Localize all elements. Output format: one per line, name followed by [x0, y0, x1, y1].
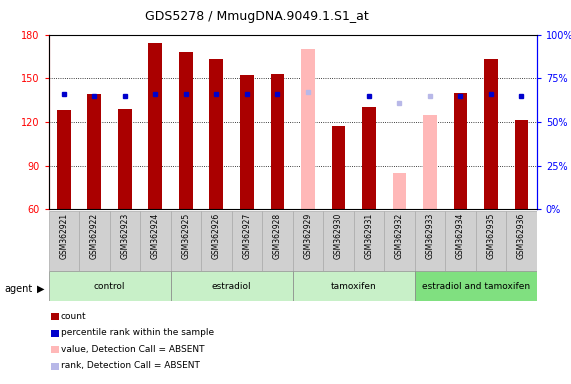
- Bar: [201, 211, 232, 271]
- Bar: [292, 211, 323, 271]
- Text: control: control: [94, 281, 125, 291]
- Text: value, Detection Call = ABSENT: value, Detection Call = ABSENT: [61, 345, 204, 354]
- Bar: [506, 211, 537, 271]
- Text: GSM362935: GSM362935: [486, 213, 496, 259]
- Bar: [171, 211, 201, 271]
- Text: GSM362925: GSM362925: [182, 213, 190, 259]
- Bar: [179, 52, 192, 209]
- Bar: [171, 271, 292, 301]
- Text: tamoxifen: tamoxifen: [331, 281, 376, 291]
- Text: rank, Detection Call = ABSENT: rank, Detection Call = ABSENT: [61, 361, 199, 371]
- Bar: [232, 211, 262, 271]
- Text: GSM362933: GSM362933: [425, 213, 435, 259]
- Bar: [87, 94, 101, 209]
- Text: GSM362932: GSM362932: [395, 213, 404, 259]
- Bar: [453, 93, 467, 209]
- Text: GSM362930: GSM362930: [334, 213, 343, 259]
- Bar: [148, 43, 162, 209]
- Text: GSM362936: GSM362936: [517, 213, 526, 259]
- Text: GSM362922: GSM362922: [90, 213, 99, 259]
- Bar: [484, 59, 498, 209]
- Text: estradiol and tamoxifen: estradiol and tamoxifen: [421, 281, 530, 291]
- Text: ▶: ▶: [37, 284, 45, 294]
- Text: agent: agent: [5, 284, 33, 294]
- Bar: [210, 59, 223, 209]
- Bar: [301, 49, 315, 209]
- Bar: [415, 271, 537, 301]
- Bar: [140, 211, 171, 271]
- Bar: [476, 211, 506, 271]
- Text: GSM362921: GSM362921: [59, 213, 69, 259]
- Bar: [353, 211, 384, 271]
- Text: GSM362934: GSM362934: [456, 213, 465, 259]
- Bar: [271, 74, 284, 209]
- Bar: [323, 211, 353, 271]
- Text: estradiol: estradiol: [212, 281, 251, 291]
- Text: GSM362931: GSM362931: [364, 213, 373, 259]
- Bar: [514, 121, 528, 209]
- Text: GSM362926: GSM362926: [212, 213, 221, 259]
- Text: GSM362927: GSM362927: [242, 213, 251, 259]
- Bar: [423, 115, 437, 209]
- Bar: [49, 211, 79, 271]
- Bar: [384, 211, 415, 271]
- Bar: [262, 211, 292, 271]
- Text: percentile rank within the sample: percentile rank within the sample: [61, 328, 214, 338]
- Bar: [49, 271, 171, 301]
- Text: GSM362923: GSM362923: [120, 213, 129, 259]
- Text: count: count: [61, 312, 86, 321]
- Bar: [110, 211, 140, 271]
- Text: GDS5278 / MmugDNA.9049.1.S1_at: GDS5278 / MmugDNA.9049.1.S1_at: [145, 10, 369, 23]
- Bar: [118, 109, 132, 209]
- Text: GSM362928: GSM362928: [273, 213, 282, 259]
- Text: GSM362924: GSM362924: [151, 213, 160, 259]
- Bar: [415, 211, 445, 271]
- Bar: [292, 271, 415, 301]
- Bar: [240, 75, 254, 209]
- Bar: [393, 173, 407, 209]
- Bar: [445, 211, 476, 271]
- Bar: [79, 211, 110, 271]
- Bar: [57, 110, 71, 209]
- Text: GSM362929: GSM362929: [303, 213, 312, 259]
- Bar: [362, 108, 376, 209]
- Bar: [332, 126, 345, 209]
